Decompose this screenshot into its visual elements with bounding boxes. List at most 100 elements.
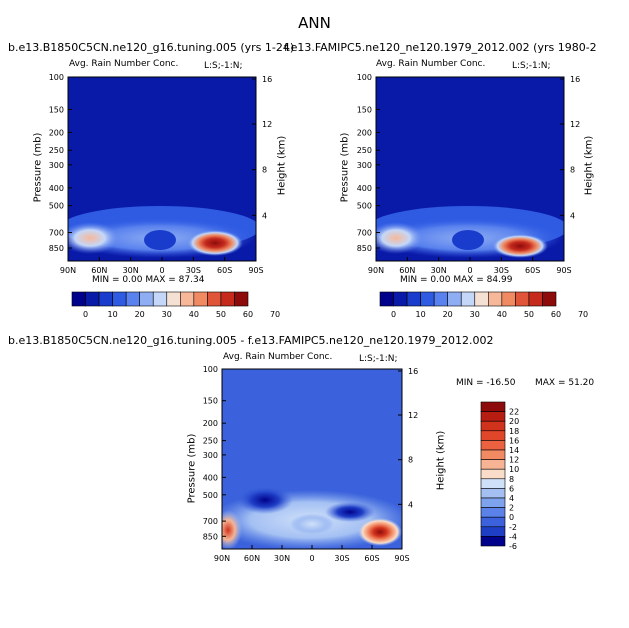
panel2-colorbar-swatch — [474, 291, 489, 307]
panel1-xtick-label: 0 — [159, 266, 164, 275]
panel3-colorbar-label: 12 — [509, 456, 519, 465]
panel3-colorbar-label: 20 — [509, 417, 519, 426]
panel3-colorbar-swatch — [480, 536, 506, 547]
panel2-variable: Avg. Rain Number Conc. — [376, 59, 486, 69]
panel1-level-label: L:S;-1:N; — [204, 61, 243, 71]
panel1-xtick-label: 90N — [60, 266, 76, 275]
panel1-ytick-label: 400 — [49, 184, 64, 193]
panel3-colorbar-swatch — [480, 420, 506, 432]
panel2-colorbar-swatch — [528, 291, 543, 307]
panel1-case-title: b.e13.B1850C5CN.ne120_g16.tuning.005 (yr… — [8, 41, 295, 54]
panel3-colorbar-swatch — [480, 401, 506, 412]
panel3-colorbar-label: 8 — [509, 475, 514, 484]
panel2-colorbar-swatch — [406, 291, 421, 307]
panel2-colorbar-swatch — [393, 291, 408, 307]
panel3-ytick-label: 400 — [203, 473, 218, 482]
panel1-sh-maximum — [187, 230, 243, 256]
panel3-variable: Avg. Rain Number Conc. — [223, 352, 333, 362]
panel3-colorbar-swatch — [480, 459, 506, 470]
panel2-y2tick-label: 12 — [570, 120, 580, 129]
panel1-colorbar-swatch — [193, 291, 208, 307]
panel2-colorbar-label: 0 — [391, 310, 396, 319]
panel2-tropical-minimum — [452, 230, 484, 250]
panel1-colorbar-label: 70 — [270, 310, 280, 319]
panel1-colorbar-swatch — [98, 291, 113, 307]
panel2-colorbar-swatch — [433, 291, 448, 307]
panel2-colorbar-label: 10 — [416, 310, 426, 319]
panel1-colorbar-swatch — [152, 291, 168, 307]
panel1-ytick-label: 250 — [49, 146, 64, 155]
panel3-tropical-positive — [290, 514, 334, 534]
panel3-colorbar-swatch — [480, 430, 506, 441]
panel2-colorbar-label: 70 — [578, 310, 588, 319]
panel3-ytick-label: 300 — [203, 451, 218, 460]
panel2-minmax: MIN = 0.00 MAX = 84.99 — [400, 275, 513, 285]
panel3-colorbar-swatch — [480, 507, 506, 518]
panel3-sh-negative — [325, 502, 375, 522]
panel1-colorbar-label: 10 — [108, 310, 118, 319]
panel2-xtick-label: 60S — [525, 266, 540, 275]
panel1-xtick-label: 30S — [186, 266, 201, 275]
panel2-sh-maximum — [492, 234, 548, 258]
panel2-level-label: L:S;-1:N; — [512, 61, 551, 71]
panel2-xtick-label: 30N — [431, 266, 447, 275]
panel2-ytick-label: 850 — [357, 244, 372, 253]
panel3-colorbar-swatch — [480, 468, 506, 480]
panel3-colorbar-label: 0 — [509, 513, 514, 522]
panel2-colorbar-label: 30 — [470, 310, 480, 319]
panel1-ytick-label: 500 — [49, 202, 64, 211]
panel2-xtick-label: 0 — [467, 266, 472, 275]
panel1-variable: Avg. Rain Number Conc. — [69, 59, 179, 69]
panel1-colorbar-label: 60 — [243, 310, 253, 319]
panel3-xtick-label: 90S — [394, 554, 409, 563]
figure-title: ANN — [298, 14, 331, 32]
panel3-colorbar-swatch — [480, 449, 506, 460]
panel2-field — [376, 77, 564, 261]
panel2-colorbar-label: 50 — [524, 310, 534, 319]
panel1-colorbar-label: 30 — [162, 310, 172, 319]
panel3-colorbar-label: 14 — [509, 446, 519, 455]
panel3-level-label: L:S;-1:N; — [359, 354, 398, 364]
panel3-colorbar-label: 2 — [509, 504, 514, 513]
panel1-colorbar-swatch — [71, 291, 86, 307]
panel3-colorbar-swatch — [480, 411, 506, 422]
panel1-xtick-label: 60N — [91, 266, 107, 275]
panel3-ytick-label: 700 — [203, 517, 218, 526]
panel1-xtick-label: 60S — [217, 266, 232, 275]
panel2-ytick-label: 100 — [357, 73, 372, 82]
panel3-y2tick-label: 12 — [408, 411, 418, 420]
panel1-minmax: MIN = 0.00 MAX = 87.34 — [92, 275, 205, 285]
panel2-ytick-label: 500 — [357, 202, 372, 211]
panel1-colorbar-label: 40 — [189, 310, 199, 319]
panel1-colorbar-swatch — [139, 291, 154, 307]
panel2-colorbar-label: 40 — [497, 310, 507, 319]
panel1-y2tick-label: 4 — [262, 211, 267, 220]
panel2-y2tick-label: 8 — [570, 166, 575, 175]
panel1-colorbar-swatch — [207, 291, 222, 307]
panel1-colorbar-label: 50 — [216, 310, 226, 319]
panel2-colorbar-swatch — [542, 291, 557, 307]
panel1-ytick-label: 100 — [49, 73, 64, 82]
panel3-colorbar-label: 6 — [509, 484, 514, 493]
panel2-ytick-label: 200 — [357, 128, 372, 137]
panel3-y2tick-label: 4 — [408, 500, 413, 509]
panel3-sh-maximum — [358, 518, 402, 546]
panel2-colorbar-label: 20 — [443, 310, 453, 319]
panel3-colorbar-label: -2 — [509, 523, 517, 532]
panel3-xtick-label: 90N — [214, 554, 230, 563]
panel2-colorbar-swatch — [420, 291, 435, 307]
panel3-xtick-label: 30S — [334, 554, 349, 563]
panel1-colorbar-swatch — [180, 291, 195, 307]
panel2-ytick-label: 250 — [357, 146, 372, 155]
panel3-colorbar-label: -6 — [509, 542, 517, 551]
panel2-colorbar-swatch — [515, 291, 530, 307]
panel3-ytick-label: 100 — [203, 365, 218, 374]
panel2-y2tick-label: 16 — [570, 75, 580, 84]
panel3-ytick-label: 250 — [203, 437, 218, 446]
panel3-colorbar-swatch — [480, 478, 506, 489]
panel1-colorbar-swatch — [220, 291, 235, 307]
panel3-colorbar-swatch — [480, 440, 506, 451]
panel3-colorbar-swatch — [480, 497, 506, 508]
panel1-ytick-label: 700 — [49, 228, 64, 237]
panel2-colorbar-swatch — [460, 291, 476, 307]
